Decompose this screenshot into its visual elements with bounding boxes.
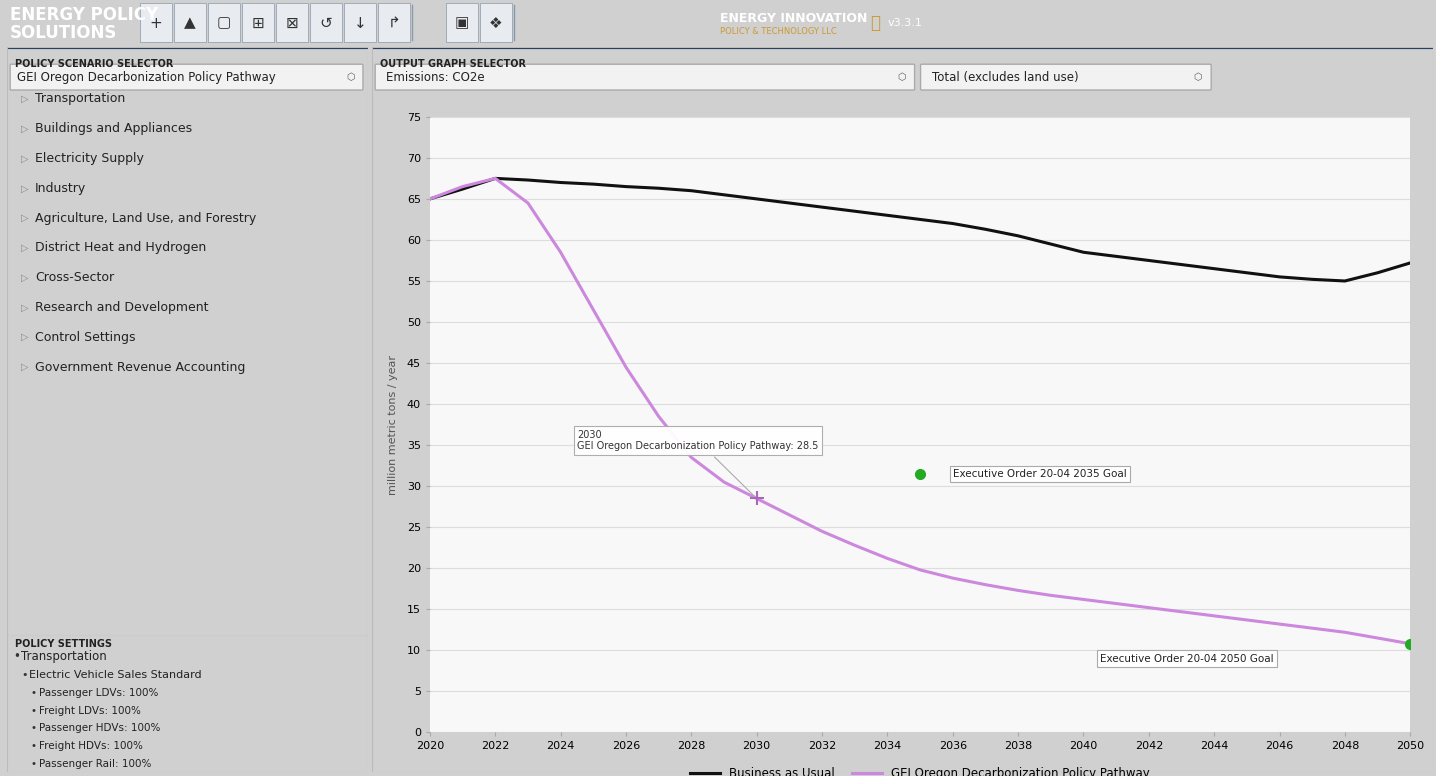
- Bar: [139, 3, 172, 42]
- Text: ⊞: ⊞: [251, 16, 264, 30]
- Text: POLICY SETTINGS: POLICY SETTINGS: [16, 639, 112, 649]
- Text: ⬡: ⬡: [346, 72, 355, 82]
- Text: ▷: ▷: [22, 213, 29, 223]
- Text: POLICY SCENARIO SELECTOR: POLICY SCENARIO SELECTOR: [16, 59, 174, 69]
- Text: ↓: ↓: [353, 16, 366, 30]
- Text: +: +: [149, 16, 162, 30]
- Text: Passenger LDVs: 100%: Passenger LDVs: 100%: [39, 688, 158, 698]
- Text: ▷: ▷: [22, 272, 29, 282]
- Text: ENERGY POLICY: ENERGY POLICY: [10, 6, 158, 24]
- Text: ▷: ▷: [22, 243, 29, 253]
- Text: ▷: ▷: [22, 303, 29, 313]
- Bar: [447, 3, 478, 42]
- Text: Passenger HDVs: 100%: Passenger HDVs: 100%: [39, 723, 161, 733]
- FancyBboxPatch shape: [920, 64, 1211, 90]
- Text: ↱: ↱: [388, 16, 401, 30]
- FancyBboxPatch shape: [375, 64, 915, 90]
- Text: ❖: ❖: [490, 16, 503, 30]
- Text: Control Settings: Control Settings: [34, 331, 135, 344]
- Text: Research and Development: Research and Development: [34, 301, 208, 314]
- Text: Electric Vehicle Sales Standard: Electric Vehicle Sales Standard: [29, 670, 201, 680]
- Text: Executive Order 20-04 2035 Goal: Executive Order 20-04 2035 Goal: [952, 469, 1126, 479]
- Text: ▢: ▢: [217, 16, 231, 30]
- Text: •: •: [32, 688, 37, 698]
- Bar: [345, 3, 376, 42]
- Text: •: •: [32, 705, 37, 715]
- Bar: [378, 3, 411, 42]
- Text: ▣: ▣: [455, 16, 470, 30]
- Text: Buildings and Appliances: Buildings and Appliances: [34, 123, 192, 135]
- Y-axis label: million metric tons / year: million metric tons / year: [388, 355, 398, 494]
- Legend: Business as Usual, GEI Oregon Decarbonization Policy Pathway: Business as Usual, GEI Oregon Decarboniz…: [685, 763, 1155, 776]
- Text: •: •: [32, 759, 37, 769]
- Text: District Heat and Hydrogen: District Heat and Hydrogen: [34, 241, 207, 255]
- Bar: [208, 3, 240, 42]
- Text: Transportation: Transportation: [22, 650, 106, 663]
- Text: ⊠: ⊠: [286, 16, 299, 30]
- Text: 🌾: 🌾: [870, 14, 880, 32]
- Bar: [276, 3, 307, 42]
- Text: Agriculture, Land Use, and Forestry: Agriculture, Land Use, and Forestry: [34, 212, 256, 224]
- Text: ⬡: ⬡: [898, 72, 906, 82]
- Text: ▷: ▷: [22, 362, 29, 372]
- Text: SOLUTIONS: SOLUTIONS: [10, 24, 118, 42]
- Text: ↺: ↺: [320, 16, 332, 30]
- Text: Passenger Rail: 100%: Passenger Rail: 100%: [39, 759, 151, 769]
- Text: ▷: ▷: [22, 332, 29, 342]
- Text: Industry: Industry: [34, 182, 86, 195]
- Text: ▷: ▷: [22, 154, 29, 164]
- Text: Executive Order 20-04 2050 Goal: Executive Order 20-04 2050 Goal: [1100, 653, 1274, 663]
- Text: Government Revenue Accounting: Government Revenue Accounting: [34, 361, 246, 373]
- Text: Freight LDVs: 100%: Freight LDVs: 100%: [39, 705, 141, 715]
- Text: ENERGY INNOVATION: ENERGY INNOVATION: [719, 12, 867, 26]
- Bar: [174, 3, 205, 42]
- Text: ▷: ▷: [22, 123, 29, 133]
- FancyBboxPatch shape: [10, 64, 363, 90]
- Text: POLICY & TECHNOLOGY LLC: POLICY & TECHNOLOGY LLC: [719, 27, 837, 36]
- Text: ▷: ▷: [22, 94, 29, 104]
- Text: v3.3.1: v3.3.1: [887, 18, 923, 28]
- Text: Emissions: CO2e: Emissions: CO2e: [386, 71, 485, 84]
- Text: •: •: [22, 670, 27, 680]
- Text: ▲: ▲: [184, 16, 195, 30]
- Bar: [480, 3, 513, 42]
- Bar: [310, 3, 342, 42]
- Text: Freight HDVs: 100%: Freight HDVs: 100%: [39, 741, 142, 751]
- Bar: [243, 3, 274, 42]
- Text: •: •: [32, 741, 37, 751]
- Text: OUTPUT GRAPH SELECTOR: OUTPUT GRAPH SELECTOR: [381, 59, 526, 69]
- Text: ⬡: ⬡: [1193, 72, 1202, 82]
- Text: •: •: [13, 650, 20, 663]
- Text: •: •: [32, 723, 37, 733]
- Text: 2030
GEI Oregon Decarbonization Policy Pathway: 28.5: 2030 GEI Oregon Decarbonization Policy P…: [577, 430, 819, 497]
- Text: Total (excludes land use): Total (excludes land use): [932, 71, 1078, 84]
- Text: Cross-Sector: Cross-Sector: [34, 271, 113, 284]
- Text: Electricity Supply: Electricity Supply: [34, 152, 144, 165]
- Text: GEI Oregon Decarbonization Policy Pathway: GEI Oregon Decarbonization Policy Pathwa…: [17, 71, 276, 84]
- Text: ▷: ▷: [22, 183, 29, 193]
- Text: Transportation: Transportation: [34, 92, 125, 106]
